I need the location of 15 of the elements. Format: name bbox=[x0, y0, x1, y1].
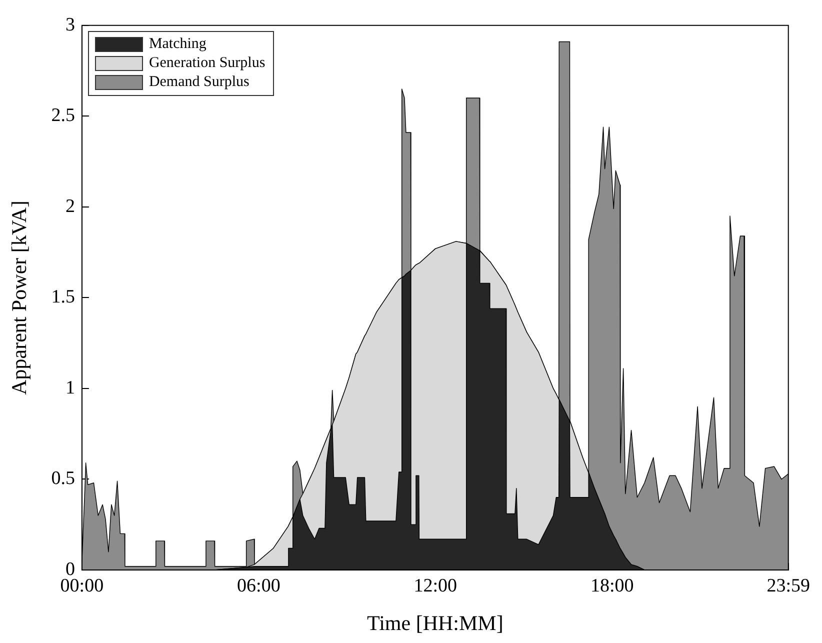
x-tick-label: 06:00 bbox=[237, 575, 280, 596]
y-tick-label: 1.5 bbox=[51, 286, 75, 308]
x-axis-title: Time [HH:MM] bbox=[366, 610, 504, 635]
y-tick-label: 0.5 bbox=[51, 468, 75, 490]
y-tick-label: 1 bbox=[65, 377, 75, 398]
y-axis-title: Apparent Power [kVA] bbox=[7, 200, 32, 395]
legend-label: Matching bbox=[148, 35, 206, 54]
legend-label: Demand Surplus bbox=[148, 73, 250, 92]
x-tick-label: 18:00 bbox=[590, 575, 634, 596]
y-tick-label: 2.5 bbox=[51, 105, 75, 126]
x-tick-label: 12:00 bbox=[414, 575, 458, 596]
x-tick-label: 23:59 bbox=[766, 575, 810, 596]
y-tick-label: 2 bbox=[65, 196, 75, 217]
y-tick-label: 3 bbox=[65, 14, 75, 36]
legend-label: Generation Surplus bbox=[148, 54, 266, 74]
